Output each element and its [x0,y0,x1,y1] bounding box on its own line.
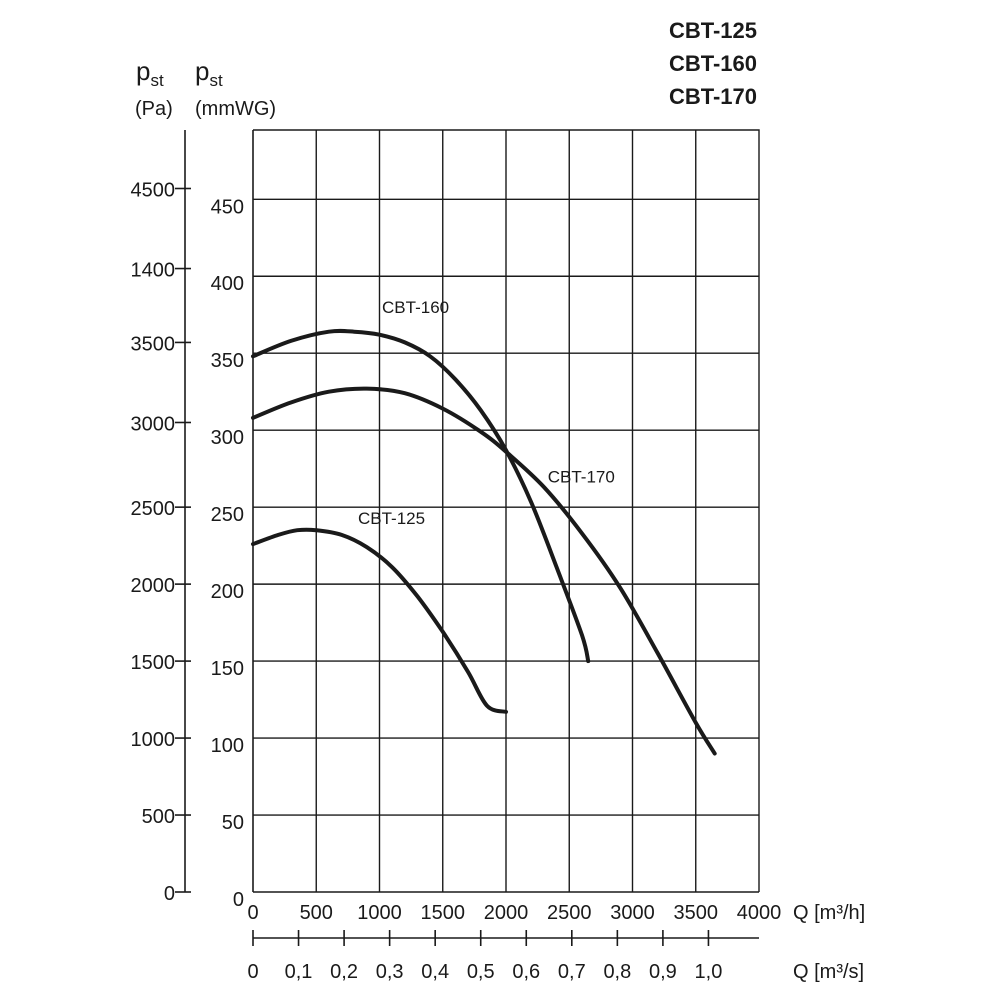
y-axis-pa-unit: (Pa) [135,98,173,120]
y-axis-pa-sub: st [150,71,164,90]
y-axis-mmwg-sub: st [209,71,223,90]
curve-label-cbt-125: CBT-125 [358,509,425,528]
x-tick-label-m3s-1,0: 1,0 [695,961,723,983]
mmwg-tick-label-50: 50 [222,812,244,834]
curves [251,328,717,756]
pa-tick-label-1400-8: 1400 [131,260,176,282]
pa-tick-label-500-1: 500 [142,806,175,828]
title-line-3: CBT-170 [669,84,757,109]
x-tick-label-m3h-3500: 3500 [674,902,719,924]
x-tick-label-m3s-0,7: 0,7 [558,961,586,983]
x-axis-label-m3h: Q [m³/h] [793,902,865,924]
pa-tick-label-1500-3: 1500 [131,652,176,674]
x-tick-label-m3h-4000: 4000 [737,902,782,924]
mmwg-tick-label-250: 250 [211,504,244,526]
curve-cbt-160 [251,328,591,664]
x-tick-label-m3h-1500: 1500 [421,902,466,924]
pa-tick-label-2500-5: 2500 [131,498,176,520]
mmwg-tick-label-350: 350 [211,350,244,372]
grid [175,129,760,946]
pa-tick-label-1000-2: 1000 [131,729,176,751]
curve-cbt-170 [251,386,717,756]
curve-label-cbt-160: CBT-160 [382,298,449,317]
y-axis-pa-p: p [136,56,150,86]
x-tick-label-m3h-1000: 1000 [357,902,402,924]
pa-tick-label-2000-4: 2000 [131,575,176,597]
x-tick-label-m3h-500: 500 [300,902,333,924]
x-tick-label-m3s-0,5: 0,5 [467,961,495,983]
x-tick-label-m3s-0,8: 0,8 [603,961,631,983]
y-axis-mmwg-symbol: pst [195,56,223,90]
x-tick-label-m3s-0,1: 0,1 [285,961,313,983]
x-axis-label-m3s: Q [m³/s] [793,961,864,983]
curve-cbt-125 [251,527,508,714]
labels: CBT-125 CBT-160 CBT-170 pst (Pa) pst (mm… [131,18,866,983]
mmwg-tick-label-400: 400 [211,273,244,295]
x-tick-label-m3h-0: 0 [247,902,258,924]
mmwg-tick-label-100: 100 [211,735,244,757]
mmwg-tick-label-300: 300 [211,427,244,449]
x-tick-label-m3s-0,6: 0,6 [512,961,540,983]
plot-frame [253,129,760,892]
x-tick-label-m3h-2500: 2500 [547,902,592,924]
x-tick-label-m3h-2000: 2000 [484,902,529,924]
x-tick-label-m3s-0,2: 0,2 [330,961,358,983]
title-line-1: CBT-125 [669,18,757,43]
pa-tick-label-0-0: 0 [164,883,175,905]
mmwg-tick-label-200: 200 [211,581,244,603]
pa-tick-label-4500-9: 4500 [131,179,176,201]
x-tick-label-m3s-0,9: 0,9 [649,961,677,983]
y-axis-pa-symbol: pst [136,56,164,90]
y-axis-mmwg-unit: (mmWG) [195,98,276,120]
pa-tick-label-3000-6: 3000 [131,413,176,435]
mmwg-tick-label-150: 150 [211,658,244,680]
x-tick-label-m3s-0,4: 0,4 [421,961,449,983]
mmwg-tick-label-0: 0 [233,889,244,911]
curve-label-cbt-170: CBT-170 [548,468,615,487]
mmwg-tick-label-450: 450 [211,196,244,218]
y-axis-mmwg-p: p [195,56,209,86]
x-tick-label-m3s-0,3: 0,3 [376,961,404,983]
pa-tick-label-3500-7: 3500 [131,333,176,355]
x-tick-label-m3h-3000: 3000 [610,902,655,924]
title-line-2: CBT-160 [669,51,757,76]
x-tick-label-m3s-0: 0 [247,961,258,983]
